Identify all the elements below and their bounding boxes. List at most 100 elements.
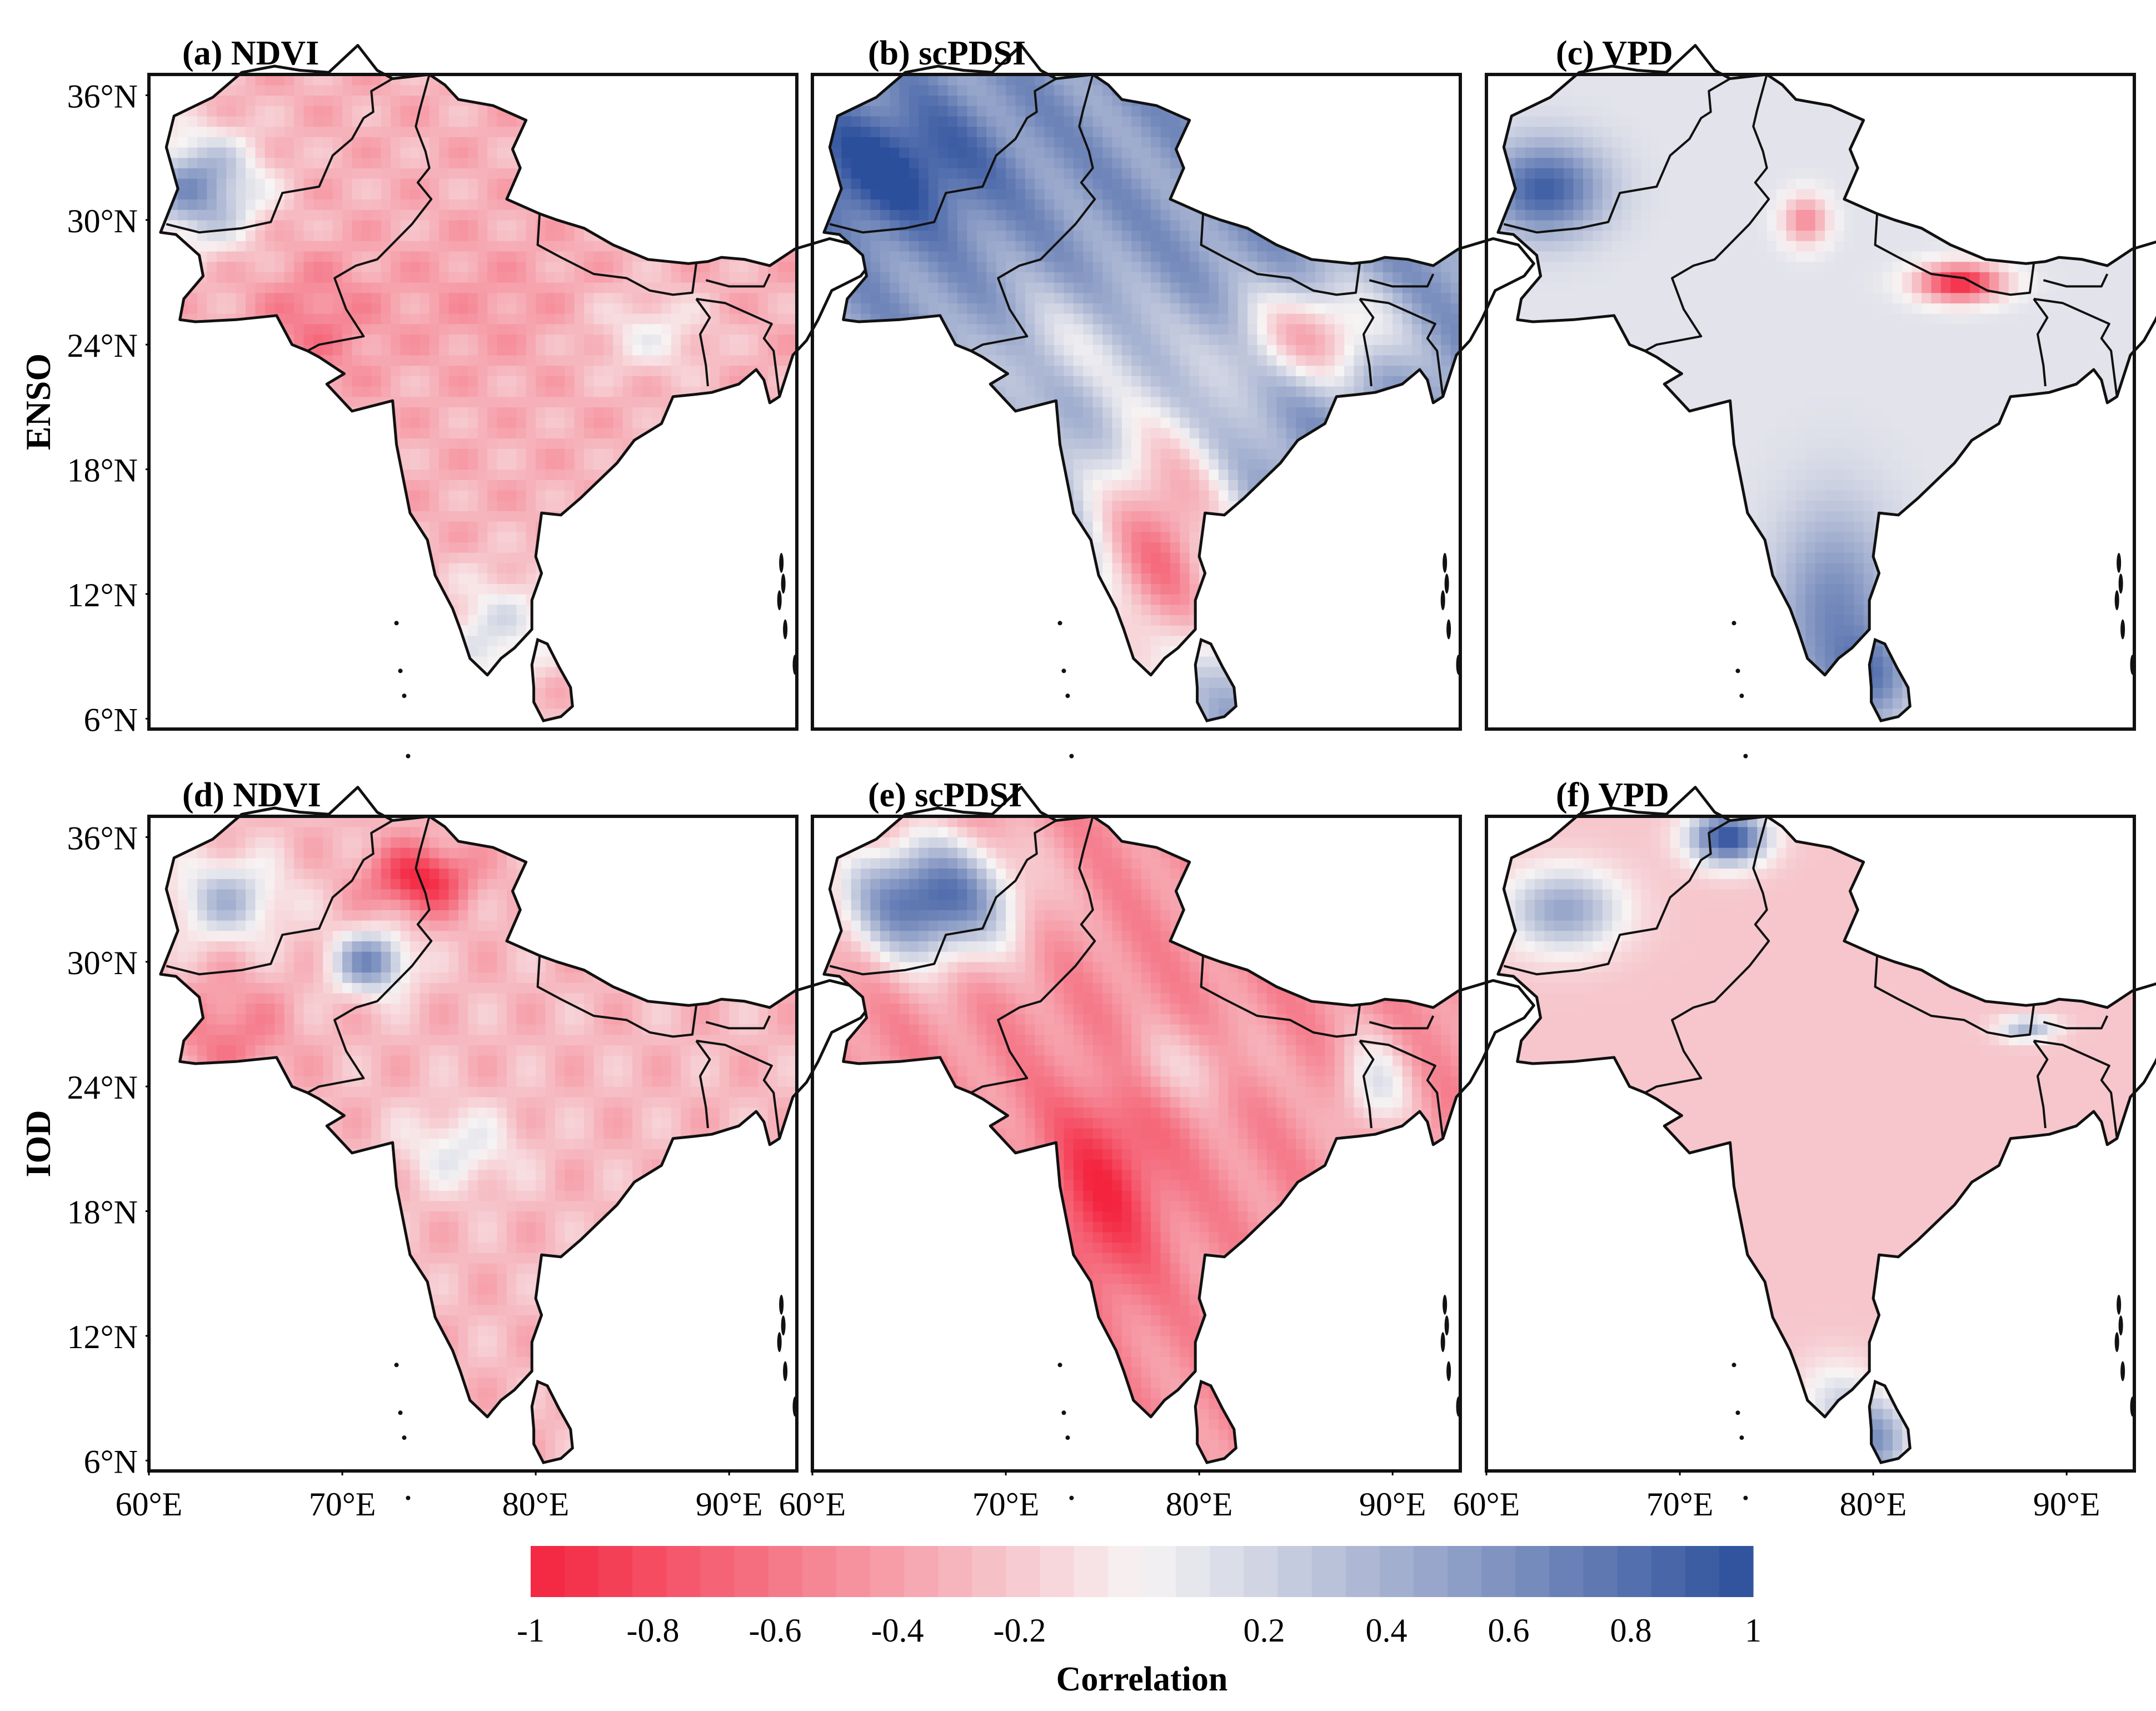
- field-cell: [555, 272, 565, 283]
- field-cell: [652, 490, 662, 501]
- field-cell: [700, 147, 710, 158]
- field-cell: [381, 334, 391, 345]
- field-cell: [719, 573, 730, 584]
- field-cell: [468, 147, 478, 158]
- field-cell: [400, 407, 411, 418]
- field-cell: [526, 126, 536, 137]
- field-cell: [410, 458, 420, 470]
- field-cell: [400, 396, 411, 407]
- field-cell: [477, 272, 488, 283]
- field-cell: [352, 220, 362, 231]
- field-cell: [919, 697, 929, 709]
- field-cell: [748, 573, 758, 584]
- field-cell: [719, 396, 730, 407]
- field-cell: [729, 552, 740, 563]
- field-cell: [652, 573, 662, 584]
- field-cell: [246, 469, 256, 480]
- field-cell: [352, 199, 362, 210]
- field-cell: [565, 272, 575, 283]
- field-cell: [851, 188, 861, 199]
- field-cell: [690, 168, 701, 179]
- field-cell: [652, 313, 662, 325]
- field-cell: [861, 168, 871, 179]
- field-cell: [899, 116, 910, 127]
- field-cell: [487, 292, 498, 303]
- field-cell: [207, 365, 217, 376]
- field-cell: [361, 168, 372, 179]
- field-cell: [880, 126, 890, 137]
- field-cell: [429, 469, 440, 480]
- field-cell: [275, 147, 285, 158]
- field-cell: [178, 95, 188, 106]
- field-cell: [899, 147, 910, 158]
- field-cell: [264, 272, 275, 283]
- field-cell: [748, 282, 758, 293]
- field-cell: [851, 500, 861, 511]
- field-cell: [748, 220, 758, 231]
- field-cell: [565, 376, 575, 387]
- field-cell: [671, 95, 681, 106]
- field-cell: [429, 386, 440, 397]
- field-cell: [738, 646, 749, 657]
- field-cell: [919, 345, 929, 356]
- field-cell: [787, 272, 797, 283]
- field-cell: [381, 438, 391, 449]
- field-cell: [851, 438, 861, 449]
- field-cell: [313, 220, 323, 231]
- field-cell: [710, 241, 720, 252]
- field-cell: [323, 303, 333, 314]
- field-cell: [168, 396, 178, 407]
- field-cell: [216, 386, 227, 397]
- field-cell: [178, 458, 188, 470]
- field-cell: [294, 593, 304, 605]
- field-cell: [342, 74, 353, 86]
- field-cell: [400, 355, 411, 366]
- field-cell: [168, 95, 178, 106]
- field-cell: [178, 251, 188, 262]
- field-cell: [555, 292, 565, 303]
- field-cell: [284, 292, 295, 303]
- field-cell: [381, 292, 391, 303]
- field-cell: [890, 157, 900, 168]
- field-cell: [371, 230, 382, 241]
- field-cell: [429, 251, 440, 262]
- field-cell: [236, 95, 246, 106]
- field-cell: [178, 531, 188, 542]
- field-cell: [642, 147, 652, 158]
- field-cell: [303, 126, 314, 137]
- field-cell: [851, 355, 861, 366]
- field-cell: [593, 261, 604, 272]
- field-cell: [168, 303, 178, 314]
- field-cell: [851, 593, 861, 605]
- field-cell: [264, 230, 275, 241]
- field-cell: [477, 220, 488, 231]
- field-cell: [890, 168, 900, 179]
- field-cell: [236, 615, 246, 626]
- field-cell: [264, 199, 275, 210]
- field-cell: [516, 697, 527, 709]
- field-cell: [758, 677, 768, 688]
- field-cell: [545, 531, 556, 542]
- field-cell: [429, 84, 440, 96]
- field-cell: [613, 480, 623, 491]
- field-cell: [671, 469, 681, 480]
- field-cell: [487, 615, 498, 626]
- field-cell: [777, 480, 788, 491]
- field-cell: [880, 687, 890, 699]
- field-cell: [758, 646, 768, 657]
- field-cell: [526, 427, 536, 438]
- field-cell: [284, 635, 295, 646]
- field-cell: [710, 448, 720, 460]
- field-cell: [526, 261, 536, 272]
- field-cell: [851, 230, 861, 241]
- field-cell: [275, 220, 285, 231]
- field-cell: [545, 137, 556, 148]
- field-cell: [275, 687, 285, 699]
- field-cell: [824, 376, 832, 387]
- field-cell: [468, 261, 478, 272]
- field-cell: [216, 292, 227, 303]
- field-cell: [448, 407, 459, 418]
- field-cell: [264, 106, 275, 117]
- field-cell: [661, 116, 672, 127]
- field-cell: [758, 157, 768, 168]
